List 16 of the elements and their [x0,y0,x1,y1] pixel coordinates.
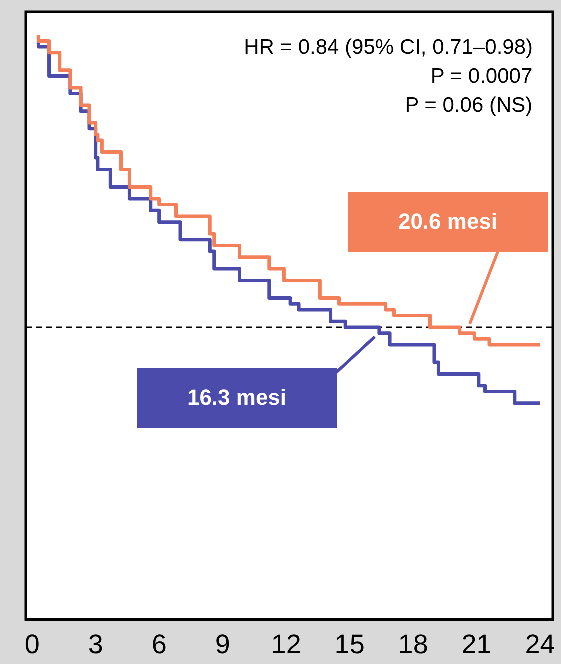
x-tick-label: 6 [152,629,167,660]
annotation: 16.3 mesi [187,385,287,411]
annotation: P = 0.0007 [430,65,533,88]
x-tick-label: 21 [462,629,492,660]
annotation: P = 0.06 (NS) [405,94,533,117]
annotation: HR = 0.84 (95% CI, 0.71–0.98) [244,36,534,59]
x-tick-label: 15 [334,629,365,660]
x-tick-label: 3 [88,629,104,660]
annotation: 20.6 mesi [398,209,498,235]
callout-box: 16.3 mesi [137,368,337,428]
x-tick-label: 0 [24,629,40,660]
x-tick-label: 24 [525,629,556,660]
x-tick-label: 12 [271,629,302,660]
x-tick-label: 18 [398,629,428,660]
x-tick-label: 9 [215,629,230,660]
callout-box: 20.6 mesi [348,192,548,252]
